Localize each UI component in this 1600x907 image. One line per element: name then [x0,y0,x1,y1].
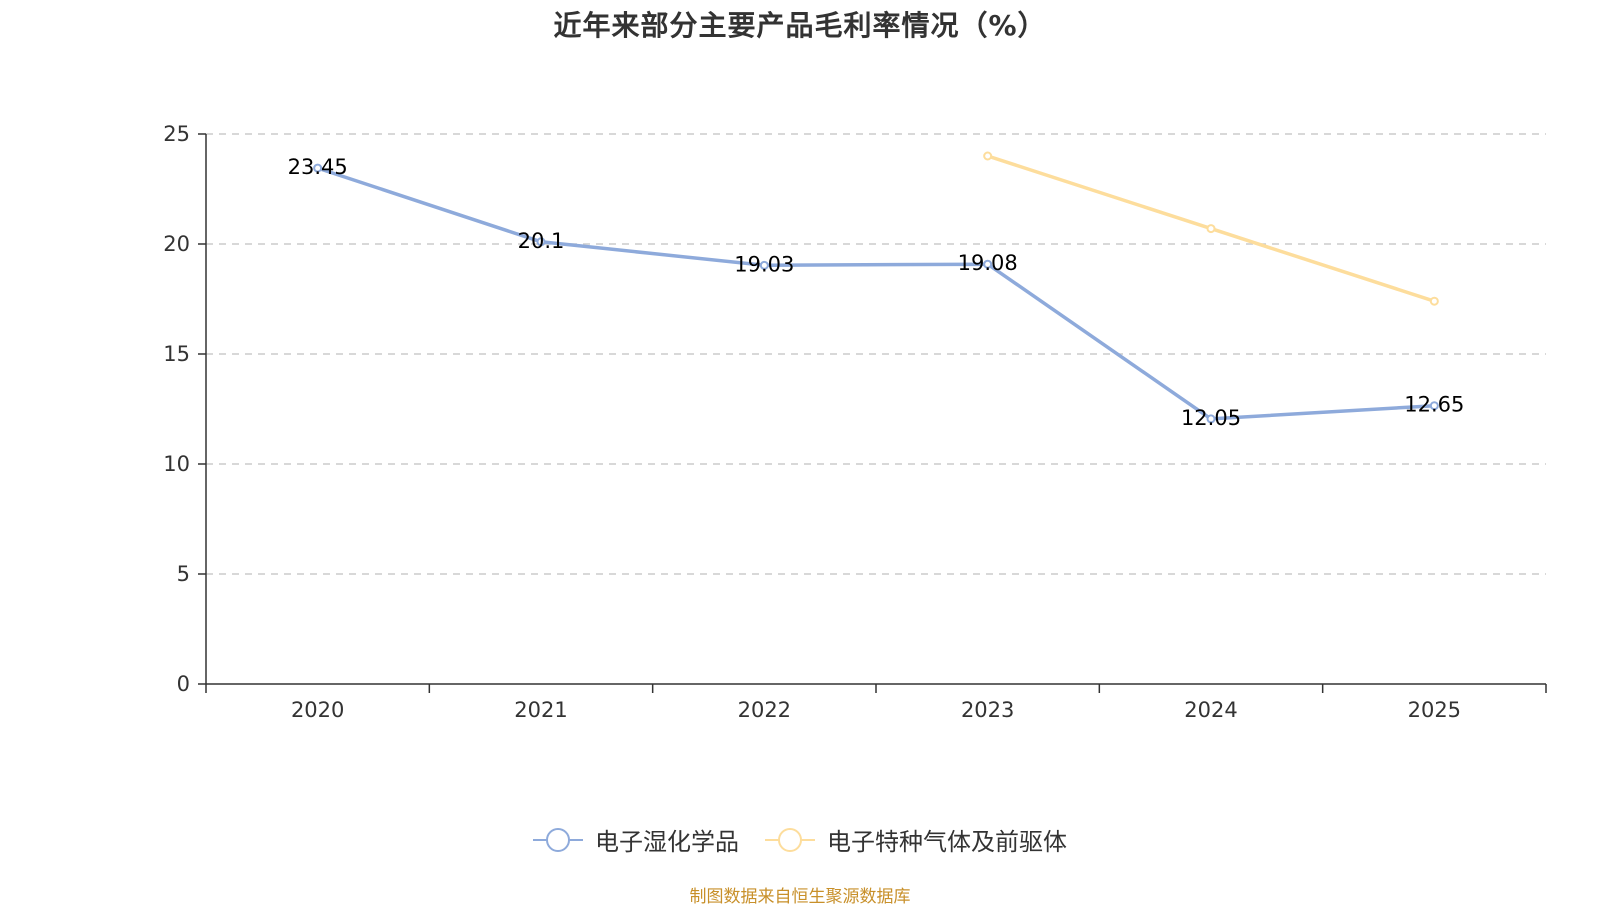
x-tick-label: 2021 [514,698,567,722]
data-label: 12.05 [1181,406,1241,430]
legend: 电子湿化学品 电子特种气体及前驱体 [0,822,1600,857]
data-point [313,163,323,173]
data-point [1429,296,1439,306]
data-label: 19.08 [958,251,1018,275]
y-tick-label: 25 [163,122,190,146]
legend-line-circle-icon [765,827,815,852]
series-lines [313,151,1439,424]
legend-item-wet-chemicals[interactable]: 电子湿化学品 [533,822,739,857]
y-tick-label: 15 [163,342,190,366]
data-labels: 23.45 20.1 19.03 19.08 12.05 12.65 [288,155,1465,430]
y-tick-label: 10 [163,452,190,476]
x-tick-label: 2024 [1184,698,1237,722]
y-tick-label: 0 [177,672,190,696]
chart-title: 近年来部分主要产品毛利率情况（%） [553,9,1047,42]
data-point [1206,414,1216,424]
x-tick-label: 2020 [291,698,344,722]
data-point [536,237,546,247]
data-label: 20.1 [518,229,565,253]
data-label: 23.45 [288,155,348,179]
legend-label-wet-chemicals: 电子湿化学品 [595,828,739,856]
gridlines [206,133,1546,575]
data-label: 19.03 [734,252,794,276]
x-tick-label: 2022 [738,698,791,722]
y-tick-label: 5 [177,562,190,586]
x-tick-label: 2025 [1408,698,1461,722]
y-tick-label: 20 [163,232,190,256]
data-point [983,151,993,161]
data-point [983,259,993,269]
series-line-0 [317,166,1435,421]
x-tick-label: 2023 [961,698,1014,722]
source-note: 制图数据来自恒生聚源数据库 [689,887,911,907]
legend-label-special-gases: 电子特种气体及前驱体 [827,828,1067,856]
data-point [1206,224,1216,234]
legend-line-circle-icon [533,827,583,852]
legend-item-special-gases[interactable]: 电子特种气体及前驱体 [765,822,1067,857]
data-point [759,260,769,270]
data-point [1429,401,1439,411]
data-label: 12.65 [1404,393,1464,417]
